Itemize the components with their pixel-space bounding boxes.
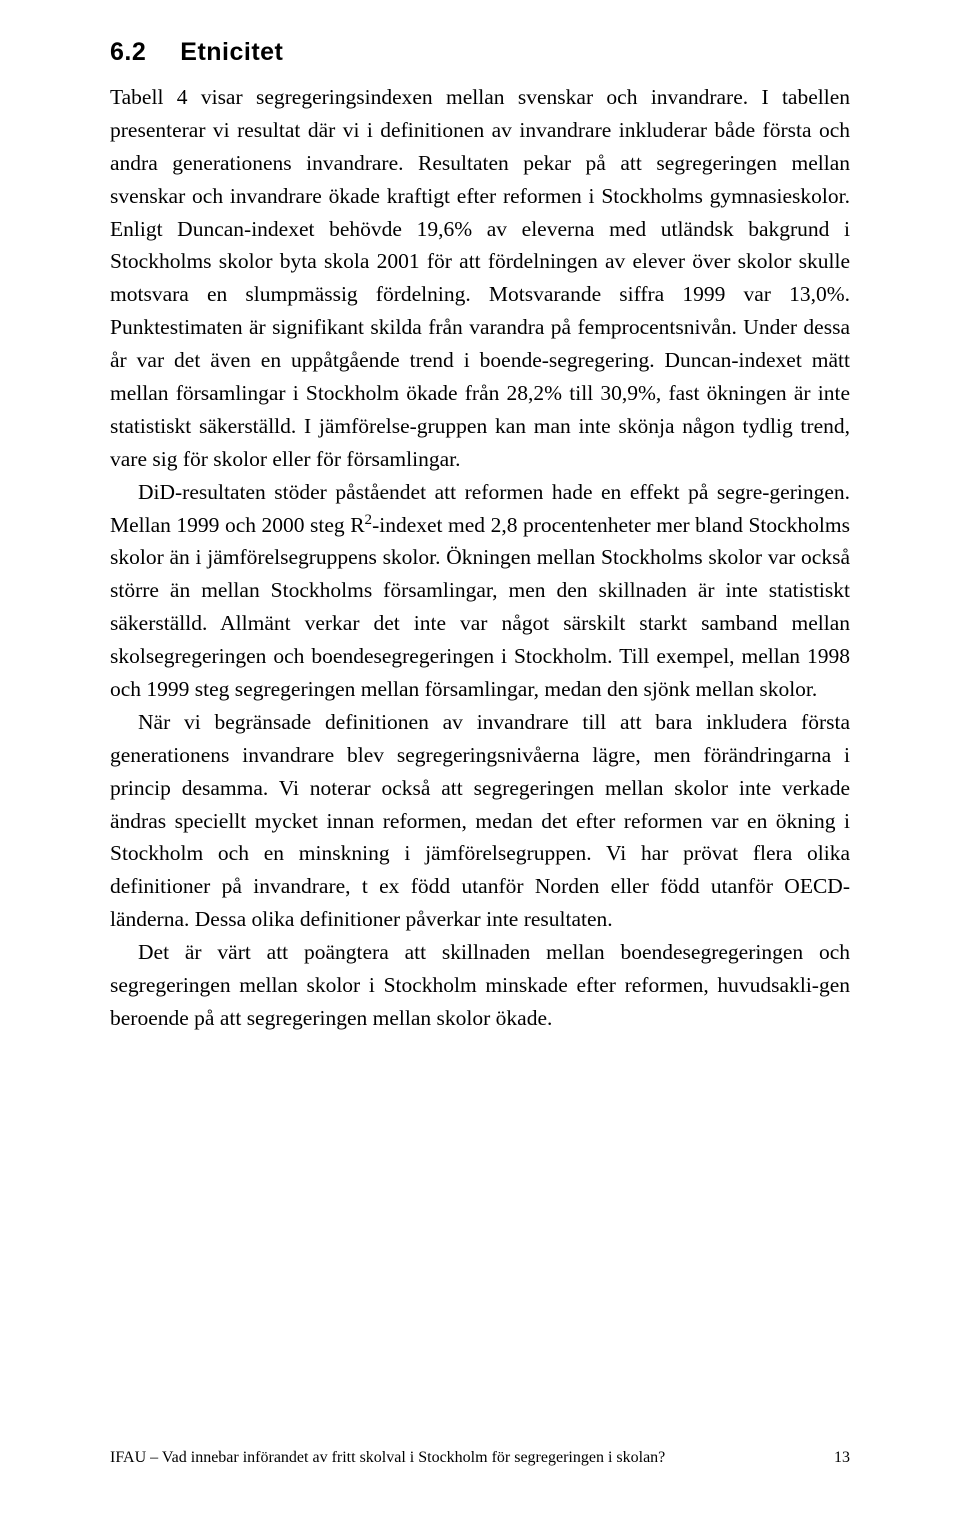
- page-footer: IFAU – Vad innebar införandet av fritt s…: [110, 1449, 850, 1467]
- paragraph-3: När vi begränsade definitionen av invand…: [110, 710, 850, 931]
- footer-left: IFAU – Vad innebar införandet av fritt s…: [110, 1449, 665, 1467]
- paragraph-1: Tabell 4 visar segregeringsindexen mella…: [110, 85, 850, 471]
- paragraph-4: Det är värt att poängtera att skillnaden…: [110, 940, 850, 1030]
- paragraph-2b: -indexet med 2,8 procentenheter mer blan…: [110, 513, 850, 701]
- superscript-2: 2: [365, 511, 373, 527]
- document-page: 6.2 Etnicitet Tabell 4 visar segregerings…: [0, 0, 960, 1513]
- footer-page-number: 13: [834, 1449, 850, 1467]
- section-heading: 6.2 Etnicitet: [110, 38, 850, 67]
- section-title: Etnicitet: [180, 38, 283, 66]
- section-number: 6.2: [110, 38, 146, 67]
- body-text: Tabell 4 visar segregeringsindexen mella…: [110, 81, 850, 1035]
